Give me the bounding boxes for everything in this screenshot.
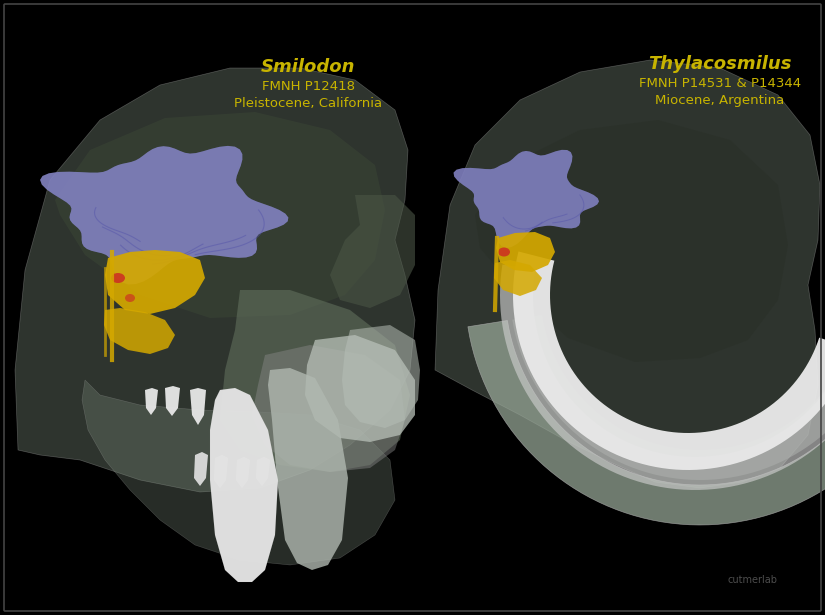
Text: FMNH P14531 & P14344: FMNH P14531 & P14344 bbox=[639, 77, 801, 90]
Polygon shape bbox=[494, 260, 542, 296]
Polygon shape bbox=[55, 112, 385, 318]
Polygon shape bbox=[194, 452, 208, 486]
Text: FMNH P12418: FMNH P12418 bbox=[262, 80, 355, 93]
Polygon shape bbox=[82, 380, 395, 565]
Polygon shape bbox=[256, 457, 270, 486]
Polygon shape bbox=[496, 232, 555, 272]
Polygon shape bbox=[305, 335, 415, 442]
Polygon shape bbox=[252, 345, 405, 472]
Polygon shape bbox=[40, 146, 289, 284]
Polygon shape bbox=[40, 146, 289, 284]
Text: Smilodon: Smilodon bbox=[261, 58, 356, 76]
Polygon shape bbox=[454, 150, 599, 248]
Polygon shape bbox=[104, 308, 175, 354]
Polygon shape bbox=[210, 388, 278, 582]
Ellipse shape bbox=[498, 247, 510, 256]
Polygon shape bbox=[435, 60, 820, 488]
Polygon shape bbox=[214, 455, 228, 488]
Polygon shape bbox=[15, 68, 415, 492]
Polygon shape bbox=[500, 264, 825, 490]
Polygon shape bbox=[342, 325, 420, 428]
Text: Miocene, Argentina: Miocene, Argentina bbox=[655, 94, 785, 107]
Polygon shape bbox=[145, 388, 158, 415]
Ellipse shape bbox=[125, 294, 135, 302]
Ellipse shape bbox=[111, 273, 125, 283]
Polygon shape bbox=[513, 252, 825, 470]
Polygon shape bbox=[105, 250, 205, 314]
Polygon shape bbox=[210, 388, 278, 582]
Polygon shape bbox=[236, 457, 250, 488]
Text: Thylacosmilus: Thylacosmilus bbox=[648, 55, 792, 73]
Polygon shape bbox=[190, 388, 206, 425]
Polygon shape bbox=[454, 150, 599, 248]
Polygon shape bbox=[220, 290, 410, 472]
Polygon shape bbox=[165, 386, 180, 416]
Polygon shape bbox=[268, 368, 348, 570]
Polygon shape bbox=[475, 120, 788, 362]
Text: cutmerlab: cutmerlab bbox=[728, 575, 778, 585]
Polygon shape bbox=[330, 195, 415, 308]
Polygon shape bbox=[468, 244, 825, 525]
Polygon shape bbox=[512, 252, 825, 480]
Text: Pleistocene, California: Pleistocene, California bbox=[234, 97, 382, 110]
